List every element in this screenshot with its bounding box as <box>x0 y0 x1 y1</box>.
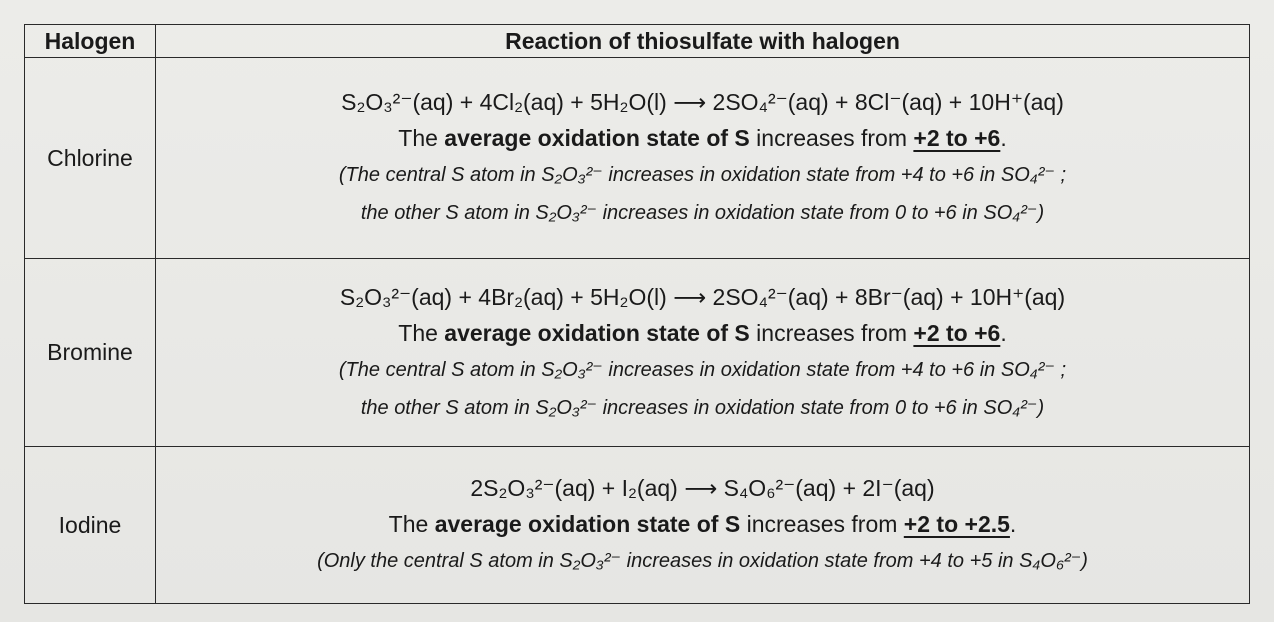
reaction-cell: S₂O₃²⁻(aq) + 4Cl₂(aq) + 5H₂O(l) ⟶ 2SO₄²⁻… <box>155 57 1250 259</box>
ox-suffix: . <box>1000 319 1007 346</box>
ox-mid: increases from <box>749 319 914 346</box>
ox-bold: average oxidation state of S <box>444 319 750 346</box>
explanation-note: (Only the central S atom in S₂O₃²⁻ incre… <box>317 550 1088 572</box>
ox-bold: average oxidation state of S <box>434 511 741 537</box>
ox-suffix: . <box>1000 125 1007 151</box>
halogen-name: Chlorine <box>24 57 156 259</box>
explanation-note: the other S atom in S₂O₃²⁻ increases in … <box>360 396 1045 419</box>
ox-prefix: The <box>398 125 445 151</box>
halogen-reaction-table: Halogen Reaction of thiosulfate with hal… <box>24 24 1250 604</box>
ox-range: +2 to +2.5 <box>903 511 1010 537</box>
table-header-row: Halogen Reaction of thiosulfate with hal… <box>24 24 1250 58</box>
ox-prefix: The <box>398 319 445 346</box>
reaction-equation: 2S₂O₃²⁻(aq) + I₂(aq) ⟶ S₄O₆²⁻(aq) + 2I⁻(… <box>470 475 935 501</box>
reaction-cell: S₂O₃²⁻(aq) + 4Br₂(aq) + 5H₂O(l) ⟶ 2SO₄²⁻… <box>155 258 1250 447</box>
explanation-note: (The central S atom in S₂O₃²⁻ increases … <box>338 164 1067 186</box>
ox-suffix: . <box>1009 511 1017 537</box>
table-row-bromine: Bromine S₂O₃²⁻(aq) + 4Br₂(aq) + 5H₂O(l) … <box>24 258 1250 447</box>
oxidation-statement: The average oxidation state of S increas… <box>156 315 1249 351</box>
ox-range: +2 to +6 <box>913 319 1001 346</box>
reaction-equation: S₂O₃²⁻(aq) + 4Cl₂(aq) + 5H₂O(l) ⟶ 2SO₄²⁻… <box>341 89 1064 115</box>
header-halogen: Halogen <box>24 24 156 58</box>
ox-mid: increases from <box>740 511 904 537</box>
ox-range: +2 to +6 <box>913 125 1001 151</box>
ox-prefix: The <box>388 511 435 537</box>
header-reaction: Reaction of thiosulfate with halogen <box>155 24 1250 58</box>
oxidation-statement: The average oxidation state of S increas… <box>156 506 1249 542</box>
explanation-note: (The central S atom in S₂O₃²⁻ increases … <box>338 358 1067 381</box>
oxidation-statement: The average oxidation state of S increas… <box>156 120 1249 156</box>
table-row-chlorine: Chlorine S₂O₃²⁻(aq) + 4Cl₂(aq) + 5H₂O(l)… <box>24 57 1250 259</box>
ox-mid: increases from <box>749 125 914 151</box>
reaction-cell: 2S₂O₃²⁻(aq) + I₂(aq) ⟶ S₄O₆²⁻(aq) + 2I⁻(… <box>155 446 1250 604</box>
halogen-name: Iodine <box>24 446 156 604</box>
table-row-iodine: Iodine 2S₂O₃²⁻(aq) + I₂(aq) ⟶ S₄O₆²⁻(aq)… <box>24 446 1250 604</box>
explanation-note: the other S atom in S₂O₃²⁻ increases in … <box>360 202 1045 224</box>
reaction-equation: S₂O₃²⁻(aq) + 4Br₂(aq) + 5H₂O(l) ⟶ 2SO₄²⁻… <box>339 283 1066 310</box>
ox-bold: average oxidation state of S <box>444 125 750 151</box>
halogen-name: Bromine <box>24 258 156 447</box>
